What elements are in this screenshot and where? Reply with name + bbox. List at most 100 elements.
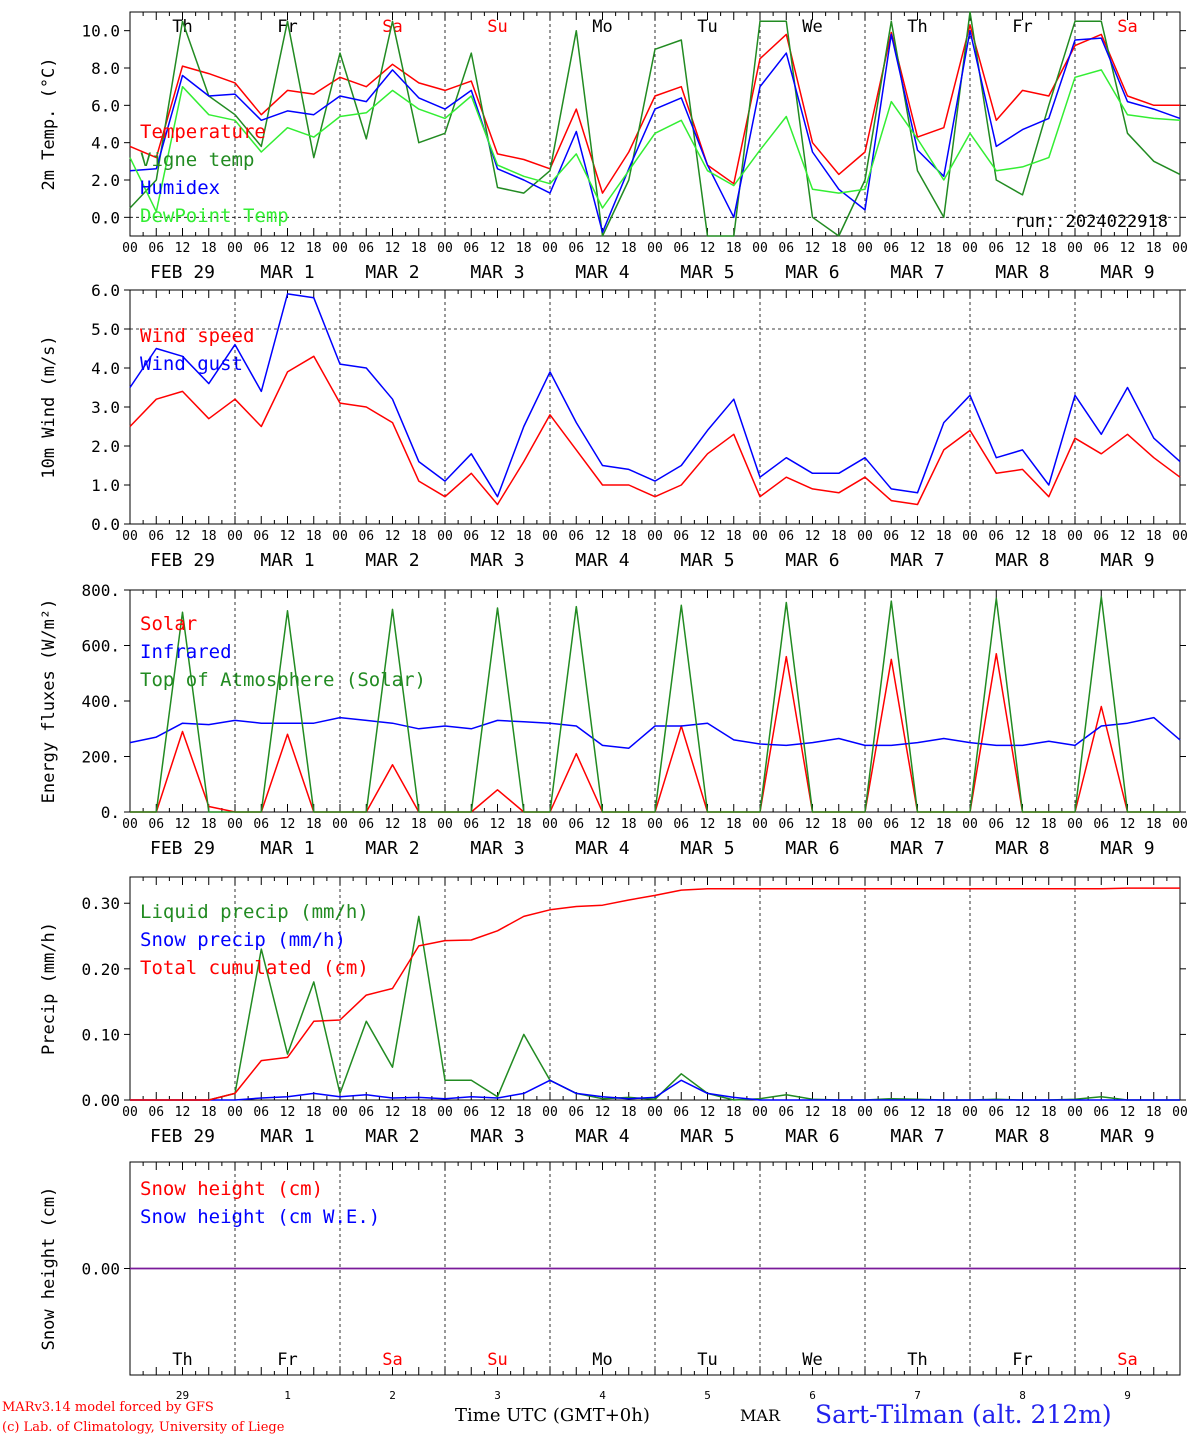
hour-tick-label: 12 — [910, 241, 926, 256]
date-label: MAR 6 — [785, 550, 839, 571]
date-label: MAR 9 — [1100, 550, 1154, 571]
y-tick-label: 5.0 — [91, 320, 120, 339]
date-label: MAR 6 — [785, 1126, 839, 1147]
day-number: 5 — [704, 1389, 711, 1402]
day-number: 9 — [1124, 1389, 1131, 1402]
hour-tick-label: 06 — [988, 1105, 1004, 1120]
y-tick-label: 10.0 — [81, 22, 120, 41]
hour-tick-label: 18 — [411, 817, 427, 832]
hour-tick-label: 18 — [201, 529, 217, 544]
weekday-label: Mo — [592, 1350, 612, 1370]
hour-tick-label: 18 — [621, 817, 637, 832]
hour-tick-label: 06 — [673, 529, 689, 544]
weekday-label: Sa — [1117, 1350, 1137, 1370]
hour-tick-label: 18 — [936, 1105, 952, 1120]
hour-tick-label: 06 — [883, 1105, 899, 1120]
hour-tick-label: 00 — [1172, 817, 1188, 832]
footer-model: MARv3.14 model forced by GFS — [2, 1400, 214, 1415]
hour-tick-label: 18 — [831, 529, 847, 544]
hour-tick-label: 06 — [358, 817, 374, 832]
hour-tick-label: 06 — [883, 817, 899, 832]
hour-tick-label: 00 — [1172, 1105, 1188, 1120]
day-number: 4 — [599, 1389, 606, 1402]
hour-tick-label: 12 — [805, 529, 821, 544]
footer-station: Sart-Tilman (alt. 212m) — [815, 1400, 1112, 1429]
date-label: FEB 29 — [150, 1126, 215, 1147]
hour-tick-label: 06 — [148, 1105, 164, 1120]
hour-tick-label: 06 — [673, 817, 689, 832]
hour-tick-label: 06 — [253, 1105, 269, 1120]
hour-tick-label: 18 — [1146, 241, 1162, 256]
hour-tick-label: 06 — [988, 817, 1004, 832]
legend-entry: Wind speed — [140, 325, 254, 347]
hour-tick-label: 18 — [1041, 241, 1057, 256]
hour-tick-label: 18 — [1041, 1105, 1057, 1120]
date-label: MAR 8 — [995, 262, 1049, 283]
date-label: MAR 3 — [470, 1126, 524, 1147]
date-label: FEB 29 — [150, 550, 215, 571]
hour-tick-label: 12 — [175, 241, 191, 256]
hour-tick-label: 18 — [1146, 1105, 1162, 1120]
hour-tick-label: 12 — [490, 529, 506, 544]
hour-tick-label: 18 — [726, 1105, 742, 1120]
hour-tick-label: 12 — [280, 241, 296, 256]
date-label: MAR 7 — [890, 838, 944, 859]
weekday-label: Tu — [697, 17, 717, 37]
hour-tick-label: 06 — [988, 241, 1004, 256]
hour-tick-label: 12 — [910, 529, 926, 544]
hour-tick-label: 12 — [805, 817, 821, 832]
hour-tick-label: 00 — [332, 1105, 348, 1120]
series-line-snow-precip-mm-h- — [130, 1079, 1180, 1101]
hour-tick-label: 00 — [752, 241, 768, 256]
hour-tick-label: 00 — [647, 241, 663, 256]
hour-tick-label: 06 — [778, 1105, 794, 1120]
hour-tick-label: 06 — [778, 817, 794, 832]
hour-tick-label: 12 — [700, 241, 716, 256]
hour-tick-label: 00 — [437, 817, 453, 832]
hour-tick-label: 12 — [595, 1105, 611, 1120]
day-number: 3 — [494, 1389, 501, 1402]
hour-tick-label: 06 — [148, 529, 164, 544]
date-label: MAR 8 — [995, 550, 1049, 571]
hour-tick-label: 12 — [1120, 529, 1136, 544]
hour-tick-label: 18 — [516, 1105, 532, 1120]
date-label: MAR 1 — [260, 550, 314, 571]
weekday-label: Fr — [1012, 1350, 1032, 1370]
series-line-humidex — [129, 29, 1181, 234]
date-label: MAR 7 — [890, 1126, 944, 1147]
series-line-total-cumulated-cm- — [130, 887, 1180, 1101]
hour-tick-label: 00 — [1067, 1105, 1083, 1120]
date-label: MAR 4 — [575, 1126, 629, 1147]
hour-tick-label: 12 — [1015, 529, 1031, 544]
hour-tick-label: 18 — [1146, 817, 1162, 832]
hour-tick-label: 00 — [227, 241, 243, 256]
hour-tick-label: 18 — [306, 1105, 322, 1120]
hour-tick-label: 00 — [647, 529, 663, 544]
hour-tick-label: 12 — [595, 529, 611, 544]
y-tick-label: 0.0 — [91, 208, 120, 227]
day-number: 8 — [1019, 1389, 1026, 1402]
series-line-infrared — [129, 716, 1181, 749]
y-tick-label: 0.00 — [81, 1260, 120, 1279]
hour-tick-label: 18 — [306, 241, 322, 256]
footer-time-label: Time UTC (GMT+0h) — [455, 1405, 650, 1426]
date-label: FEB 29 — [150, 262, 215, 283]
hour-tick-label: 00 — [647, 1105, 663, 1120]
hour-tick-label: 00 — [857, 241, 873, 256]
weekday-label: Sa — [382, 1350, 402, 1370]
day-number: 7 — [914, 1389, 921, 1402]
hour-tick-label: 18 — [831, 817, 847, 832]
hour-tick-label: 06 — [988, 529, 1004, 544]
date-label: MAR 2 — [365, 838, 419, 859]
date-label: MAR 5 — [680, 838, 734, 859]
date-label: MAR 1 — [260, 262, 314, 283]
hour-tick-label: 12 — [1015, 241, 1031, 256]
hour-tick-label: 06 — [463, 529, 479, 544]
hour-tick-label: 06 — [148, 241, 164, 256]
hour-tick-label: 00 — [962, 817, 978, 832]
hour-tick-label: 00 — [437, 1105, 453, 1120]
hour-tick-label: 06 — [253, 817, 269, 832]
hour-tick-label: 18 — [726, 241, 742, 256]
date-label: MAR 5 — [680, 262, 734, 283]
